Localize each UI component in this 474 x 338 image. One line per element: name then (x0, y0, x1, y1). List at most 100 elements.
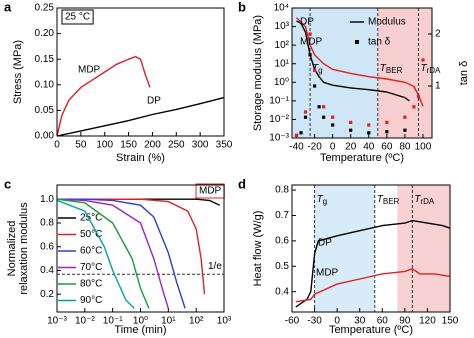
data-point (367, 131, 371, 135)
y-tick-label: 0.2 (40, 289, 54, 300)
legend-label: tan δ (368, 37, 391, 48)
x-tick-label: 0 (54, 140, 60, 151)
y-tick-label: 0.7 (275, 210, 289, 221)
x-tick-label: 10¹ (161, 316, 176, 327)
y2-axis-title: tan δ (458, 61, 470, 85)
x-tick-label: 90 (399, 316, 411, 327)
x-tick-label: -40 (289, 142, 304, 153)
data-point (303, 110, 308, 114)
data-line (56, 198, 150, 309)
data-line (56, 96, 225, 137)
y-tick-label: 0.4 (40, 265, 54, 276)
x-tick-label: 80 (399, 142, 411, 153)
data-point (349, 128, 353, 132)
shaded-region (397, 185, 450, 312)
data-line (56, 55, 151, 137)
data-point (294, 133, 299, 137)
panel-label: d (238, 176, 246, 191)
y-tick-label: 10⁻³ (269, 133, 289, 144)
x-axis-title: Temperature (ºC) (320, 152, 404, 164)
data-point (308, 32, 312, 36)
x-tick-label: 250 (168, 140, 185, 151)
x-tick-label: 10⁻³ (47, 316, 67, 327)
data-point (403, 128, 407, 132)
series-label: DP (318, 238, 332, 249)
y-axis-title: Heat flow (W/g) (252, 211, 264, 287)
panel-label: c (4, 176, 11, 191)
y-tick-label: 10³ (275, 21, 290, 32)
box-label: 25 °C (65, 12, 90, 23)
data-point (322, 105, 326, 109)
data-point (385, 130, 389, 134)
y-tick-label: 0.20 (35, 28, 55, 39)
x-tick-label: 200 (144, 140, 161, 151)
panel-label: a (4, 0, 12, 14)
x-tick-label: 100 (415, 142, 432, 153)
legend-label: Modulus (368, 17, 406, 28)
data-point (416, 94, 421, 98)
annotation: TBER (380, 63, 403, 75)
series-label: MDP (316, 268, 339, 279)
annotation-main: T (377, 194, 384, 205)
legend-label: 90°C (80, 295, 102, 306)
data-line (56, 199, 135, 309)
y-tick-label: 10⁻² (269, 114, 289, 125)
x-tick-label: 10⁻² (75, 316, 95, 327)
annotation-main: T (312, 63, 319, 74)
annotation-main: T (420, 63, 427, 74)
x-tick-label: -30 (307, 316, 322, 327)
data-line (295, 268, 451, 303)
legend-label: 80°C (80, 279, 102, 290)
annotation-sub: g (318, 66, 322, 75)
series-label: MDP (78, 65, 101, 76)
x-axis-title: Temperature (ºC) (329, 324, 413, 336)
y-tick-label: 0.6 (275, 236, 289, 247)
data-line (296, 17, 424, 107)
x-tick-label: 30 (354, 316, 366, 327)
x-tick-label: 60 (377, 316, 389, 327)
y-tick-label: 0.15 (35, 54, 55, 65)
reference-label: 1/e (208, 261, 222, 272)
x-tick-label: 40 (363, 142, 375, 153)
annotation-main: T (317, 194, 324, 205)
y-tick-label: 10⁴ (274, 3, 289, 14)
annotation-main: T (414, 194, 421, 205)
legend-label: MDP (300, 37, 323, 48)
y-axis-title: Normalized (6, 221, 18, 277)
y-tick-label: 10⁻¹ (269, 95, 289, 106)
label-box (61, 9, 94, 25)
y-tick-label: 10⁰ (274, 77, 289, 88)
x-tick-label: 0 (330, 142, 336, 153)
plot-frame (56, 184, 225, 313)
data-line (57, 198, 186, 309)
data-line (295, 219, 451, 308)
data-point (317, 105, 321, 109)
legend-label: 70°C (80, 262, 102, 273)
box-label: MDP (199, 186, 222, 197)
x-tick-label: 300 (192, 140, 209, 151)
annotation: TrDA (414, 194, 435, 206)
annotation: TBER (377, 194, 400, 206)
legend-label: 50°C (80, 229, 102, 240)
annotation-sub: g (323, 197, 327, 206)
plot-frame (291, 184, 451, 313)
y-tick-label: 1.0 (40, 194, 54, 205)
data-point (322, 115, 326, 119)
plot-frame (56, 7, 225, 137)
shaded-region (314, 185, 375, 312)
x-tick-label: 0 (334, 316, 340, 327)
data-point (331, 123, 335, 127)
x-tick-label: 10⁰ (133, 316, 148, 327)
y-tick-label: 0.05 (35, 105, 55, 116)
legend-swatch (355, 40, 359, 44)
data-point (403, 115, 407, 119)
y2-tick-label: 1 (435, 81, 441, 92)
data-line (56, 198, 169, 309)
data-point (385, 120, 389, 124)
annotation-sub: rDA (420, 197, 434, 206)
y-tick-label: 0.8 (275, 185, 289, 196)
y-tick-label: 0.10 (35, 79, 55, 90)
y-tick-label: 0.8 (40, 218, 54, 229)
annotation: Tg (312, 63, 323, 75)
